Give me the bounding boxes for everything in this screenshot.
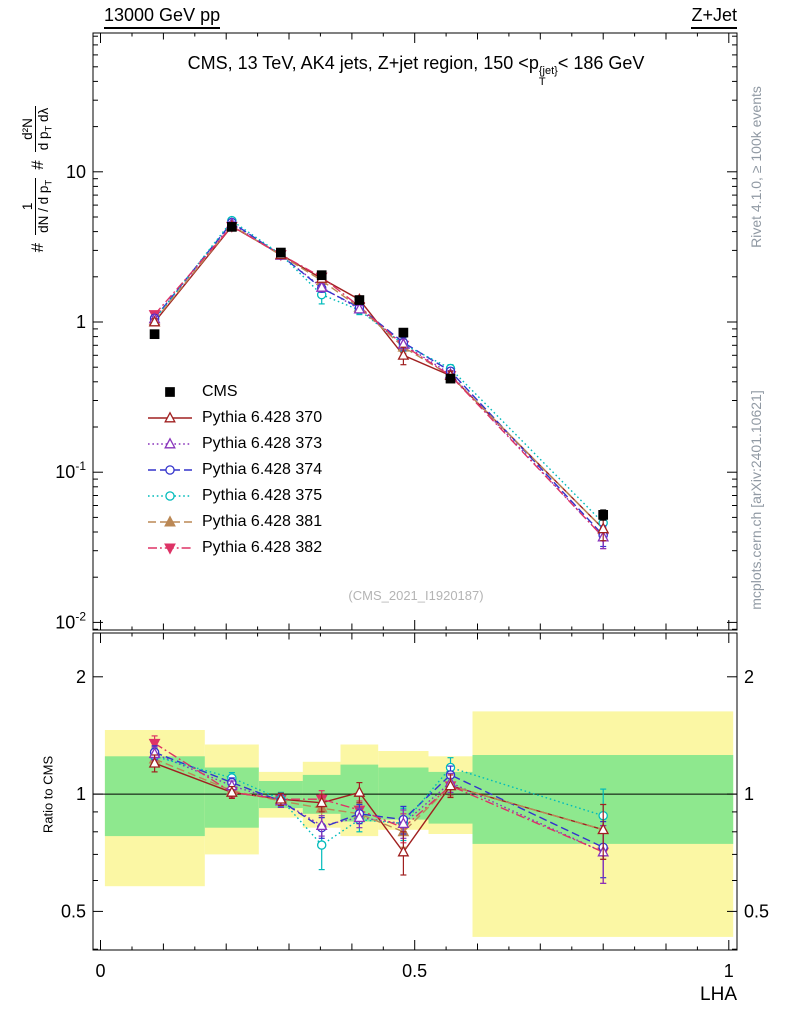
legend-label: CMS — [202, 383, 238, 400]
analysis-id-watermark: (CMS_2021_I1920187) — [348, 588, 484, 603]
series-line — [154, 751, 604, 848]
beam-energy-label: 13000 GeV pp — [104, 5, 221, 29]
y-tick-label: 2 — [76, 667, 86, 687]
legend-swatch — [148, 515, 192, 527]
x-axis-label: LHA — [700, 984, 737, 1005]
y-tick-label-right: 0.5 — [744, 901, 769, 921]
legend-label: Pythia 6.428 381 — [202, 513, 323, 530]
x-tick-label: 1 — [724, 961, 734, 981]
main-y-axis-label: # 1 dN / d pT # d²N d pT dλ — [9, 29, 67, 329]
process-label: Z+Jet — [691, 5, 737, 29]
legend-swatch — [148, 437, 192, 449]
legend: CMS Pythia 6.428 370 Pythia 6.428 373 Pythi… — [147, 379, 322, 561]
legend-entry: Pythia 6.428 370 — [147, 405, 322, 431]
legend-entry: Pythia 6.428 382 — [147, 535, 322, 561]
legend-swatch — [148, 465, 192, 475]
axis-ticks — [93, 33, 737, 630]
legend-swatch — [148, 543, 192, 555]
x-tick-label: 0.5 — [402, 961, 427, 981]
series-line — [154, 755, 604, 846]
series-line — [154, 742, 604, 853]
series-line — [154, 762, 604, 854]
legend-entry: Pythia 6.428 374 — [147, 457, 322, 483]
series-line — [154, 752, 604, 853]
ylabel-frac2-den-sub: T — [44, 125, 56, 132]
ylabel-frac1-den: dN / d p — [36, 185, 52, 233]
panel-ratio: 2 2 1 1 0.5 0.5 0 0.5 1 — [61, 632, 769, 981]
legend-label: Pythia 6.428 382 — [202, 539, 323, 556]
plot-title: CMS, 13 TeV, AK4 jets, Z+jet region, 150… — [96, 53, 736, 89]
series-line — [154, 225, 604, 538]
ylabel-frac1-den-sub: T — [44, 179, 56, 186]
pt-superscript: {jet} — [538, 64, 558, 77]
series-points — [149, 222, 609, 521]
ylabel-fraction-1: 1 dN / d pT — [19, 177, 57, 235]
pt-jet-stack: {jet} T — [538, 64, 558, 89]
series-line — [154, 219, 604, 524]
series-line — [154, 221, 604, 536]
y-tick-label-right: 2 — [744, 667, 754, 687]
y-tick-label-right: 1 — [744, 784, 754, 804]
panel-main: 10 1 10-1 10-2 — [55, 32, 738, 632]
legend-swatch — [165, 387, 175, 397]
ylabel-frac2-num: d²N — [19, 118, 35, 140]
legend-entry: CMS — [147, 379, 322, 405]
y-tick-label: 10-2 — [55, 609, 86, 632]
ratio-y-axis-label: Ratio to CMS — [40, 755, 56, 834]
ylabel-hash-1: # — [28, 242, 47, 253]
ylabel-frac1-num: 1 — [19, 202, 35, 211]
plot-title-tail: < 186 GeV — [557, 53, 645, 73]
y-tick-label: 0.5 — [61, 901, 86, 921]
mcplots-note: mcplots.cern.ch [arXiv:2401.10621] — [748, 390, 764, 610]
y-tick-label: 1 — [76, 312, 86, 332]
legend-label: Pythia 6.428 375 — [202, 487, 323, 504]
ylabel-hash-2: # — [28, 160, 47, 170]
legend-label: Pythia 6.428 373 — [202, 435, 323, 452]
legend-entry: Pythia 6.428 373 — [147, 431, 322, 457]
legend-label: Pythia 6.428 374 — [202, 461, 323, 478]
pt-subscript: T — [538, 76, 546, 89]
y-tick-label: 10 — [66, 162, 86, 182]
ylabel-frac2-den-a: d p — [36, 131, 52, 151]
legend-entry: Pythia 6.428 375 — [147, 483, 322, 509]
y-tick-label: 1 — [76, 784, 86, 804]
legend-entry: Pythia 6.428 381 — [147, 509, 322, 535]
rivet-version-note: Rivet 4.1.0, ≥ 100k events — [748, 86, 764, 248]
ylabel-frac2-den-b: dλ — [36, 107, 52, 126]
x-tick-label: 0 — [95, 961, 105, 981]
ylabel-fraction-2: d²N d pT dλ — [19, 105, 57, 153]
plot-title-main: CMS, 13 TeV, AK4 jets, Z+jet region, 150… — [187, 53, 539, 73]
legend-label: Pythia 6.428 370 — [202, 409, 323, 426]
legend-swatch — [148, 491, 192, 501]
axis-ticks — [93, 633, 737, 950]
series-points — [148, 754, 610, 876]
legend-swatch — [148, 411, 192, 423]
series-line — [154, 222, 604, 538]
y-tick-label: 10-1 — [55, 459, 86, 482]
